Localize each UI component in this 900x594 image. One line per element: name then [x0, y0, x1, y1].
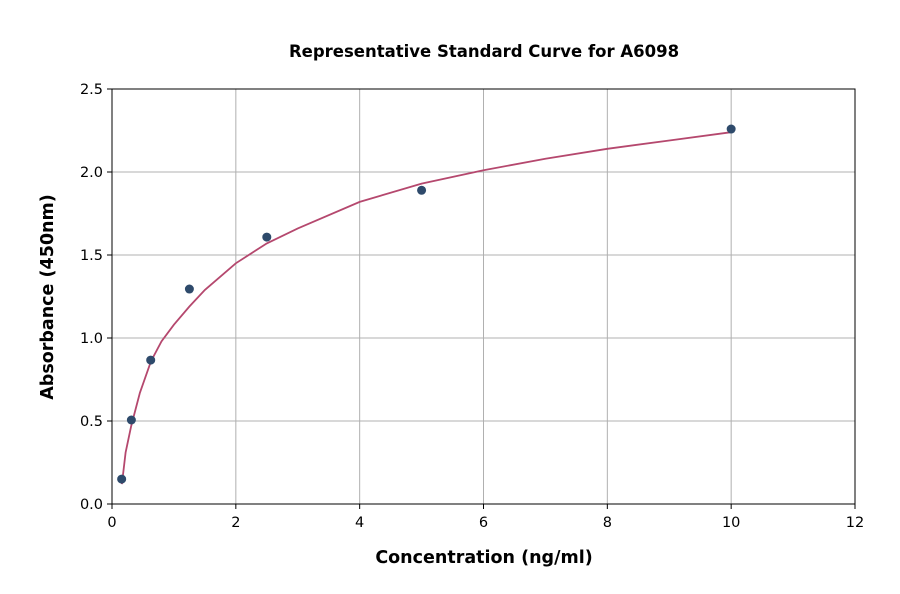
data-point [417, 185, 427, 195]
chart-title: Representative Standard Curve for A6098 [289, 42, 679, 61]
y-tick-label: 1.5 [80, 248, 103, 264]
y-tick-label: 0.5 [80, 414, 103, 430]
data-point [262, 232, 272, 242]
x-tick-label: 10 [722, 515, 740, 531]
x-tick-label: 8 [603, 515, 612, 531]
x-tick-label: 6 [479, 515, 488, 531]
x-tick-label: 12 [846, 515, 864, 531]
x-axis-label: Concentration (ng/ml) [375, 548, 592, 568]
data-point [726, 124, 736, 134]
x-tick-label: 4 [355, 515, 364, 531]
y-axis-label: Absorbance (450nm) [38, 194, 58, 400]
y-tick-label: 2.0 [80, 165, 103, 181]
data-point [184, 284, 194, 294]
data-point [126, 415, 136, 425]
grid [111, 88, 856, 505]
y-tick-label: 2.5 [80, 82, 103, 98]
data-points [117, 124, 736, 484]
y-tick-label: 1.0 [80, 331, 103, 347]
y-axis-ticks: 0.0 0.5 1.0 1.5 2.0 2.5 [80, 82, 112, 513]
x-axis-ticks: 0 2 4 6 8 10 12 [107, 504, 864, 531]
y-tick-label: 0.0 [80, 497, 103, 513]
x-tick-label: 0 [107, 515, 116, 531]
data-point [117, 474, 127, 484]
x-tick-label: 2 [231, 515, 240, 531]
fit-curve-line [121, 131, 732, 485]
data-point [146, 355, 156, 365]
fit-curve-layer [121, 131, 732, 485]
